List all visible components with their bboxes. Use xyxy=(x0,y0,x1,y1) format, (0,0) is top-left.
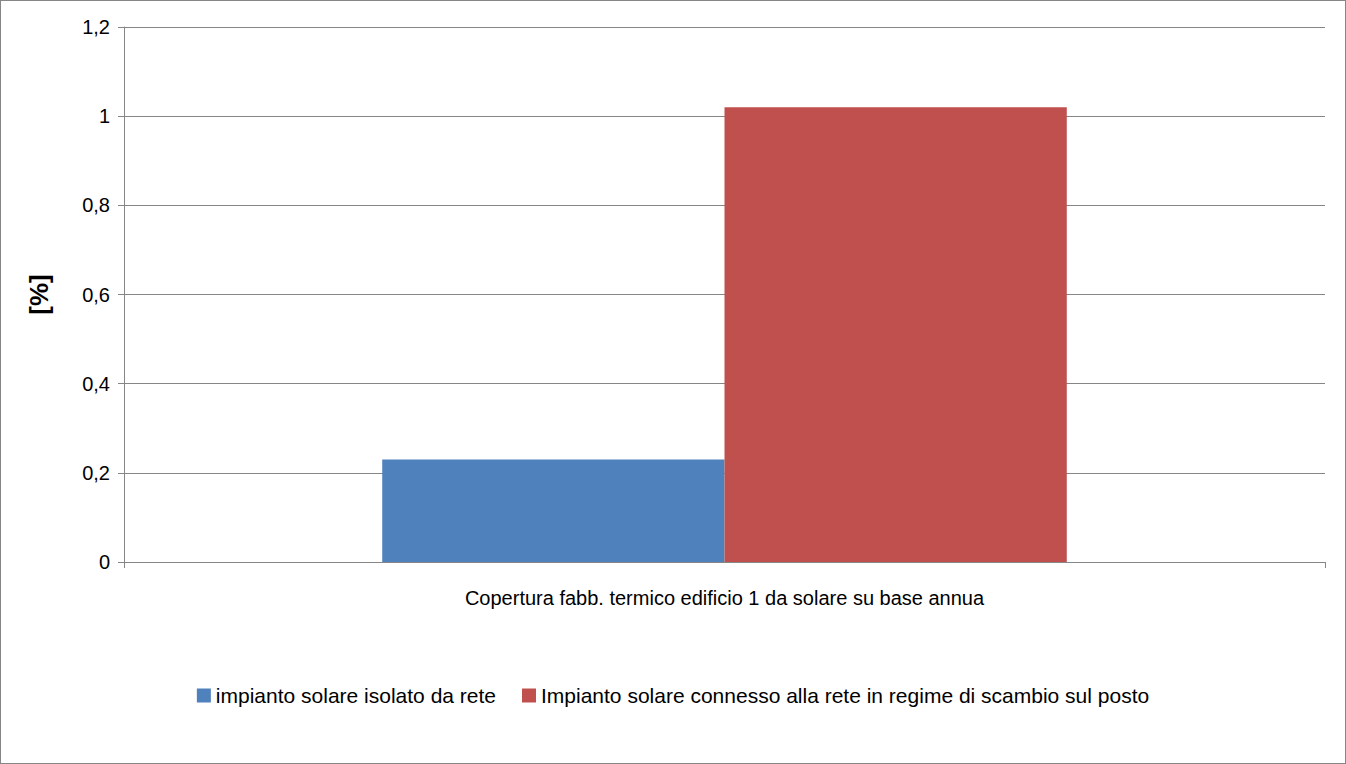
svg-text:1,2: 1,2 xyxy=(82,16,110,38)
svg-text:[%]: [%] xyxy=(24,274,54,314)
svg-text:impianto solare isolato da ret: impianto solare isolato da rete xyxy=(216,684,496,707)
svg-text:1: 1 xyxy=(99,105,110,127)
svg-text:0,6: 0,6 xyxy=(82,284,110,306)
svg-text:Impianto solare connesso alla: Impianto solare connesso alla rete in re… xyxy=(541,684,1149,707)
svg-text:0,2: 0,2 xyxy=(82,462,110,484)
svg-text:0,4: 0,4 xyxy=(82,373,110,395)
svg-text:Copertura fabb. termico edific: Copertura fabb. termico edificio 1 da so… xyxy=(465,587,985,609)
svg-text:0: 0 xyxy=(99,551,110,573)
svg-text:0,8: 0,8 xyxy=(82,194,110,216)
